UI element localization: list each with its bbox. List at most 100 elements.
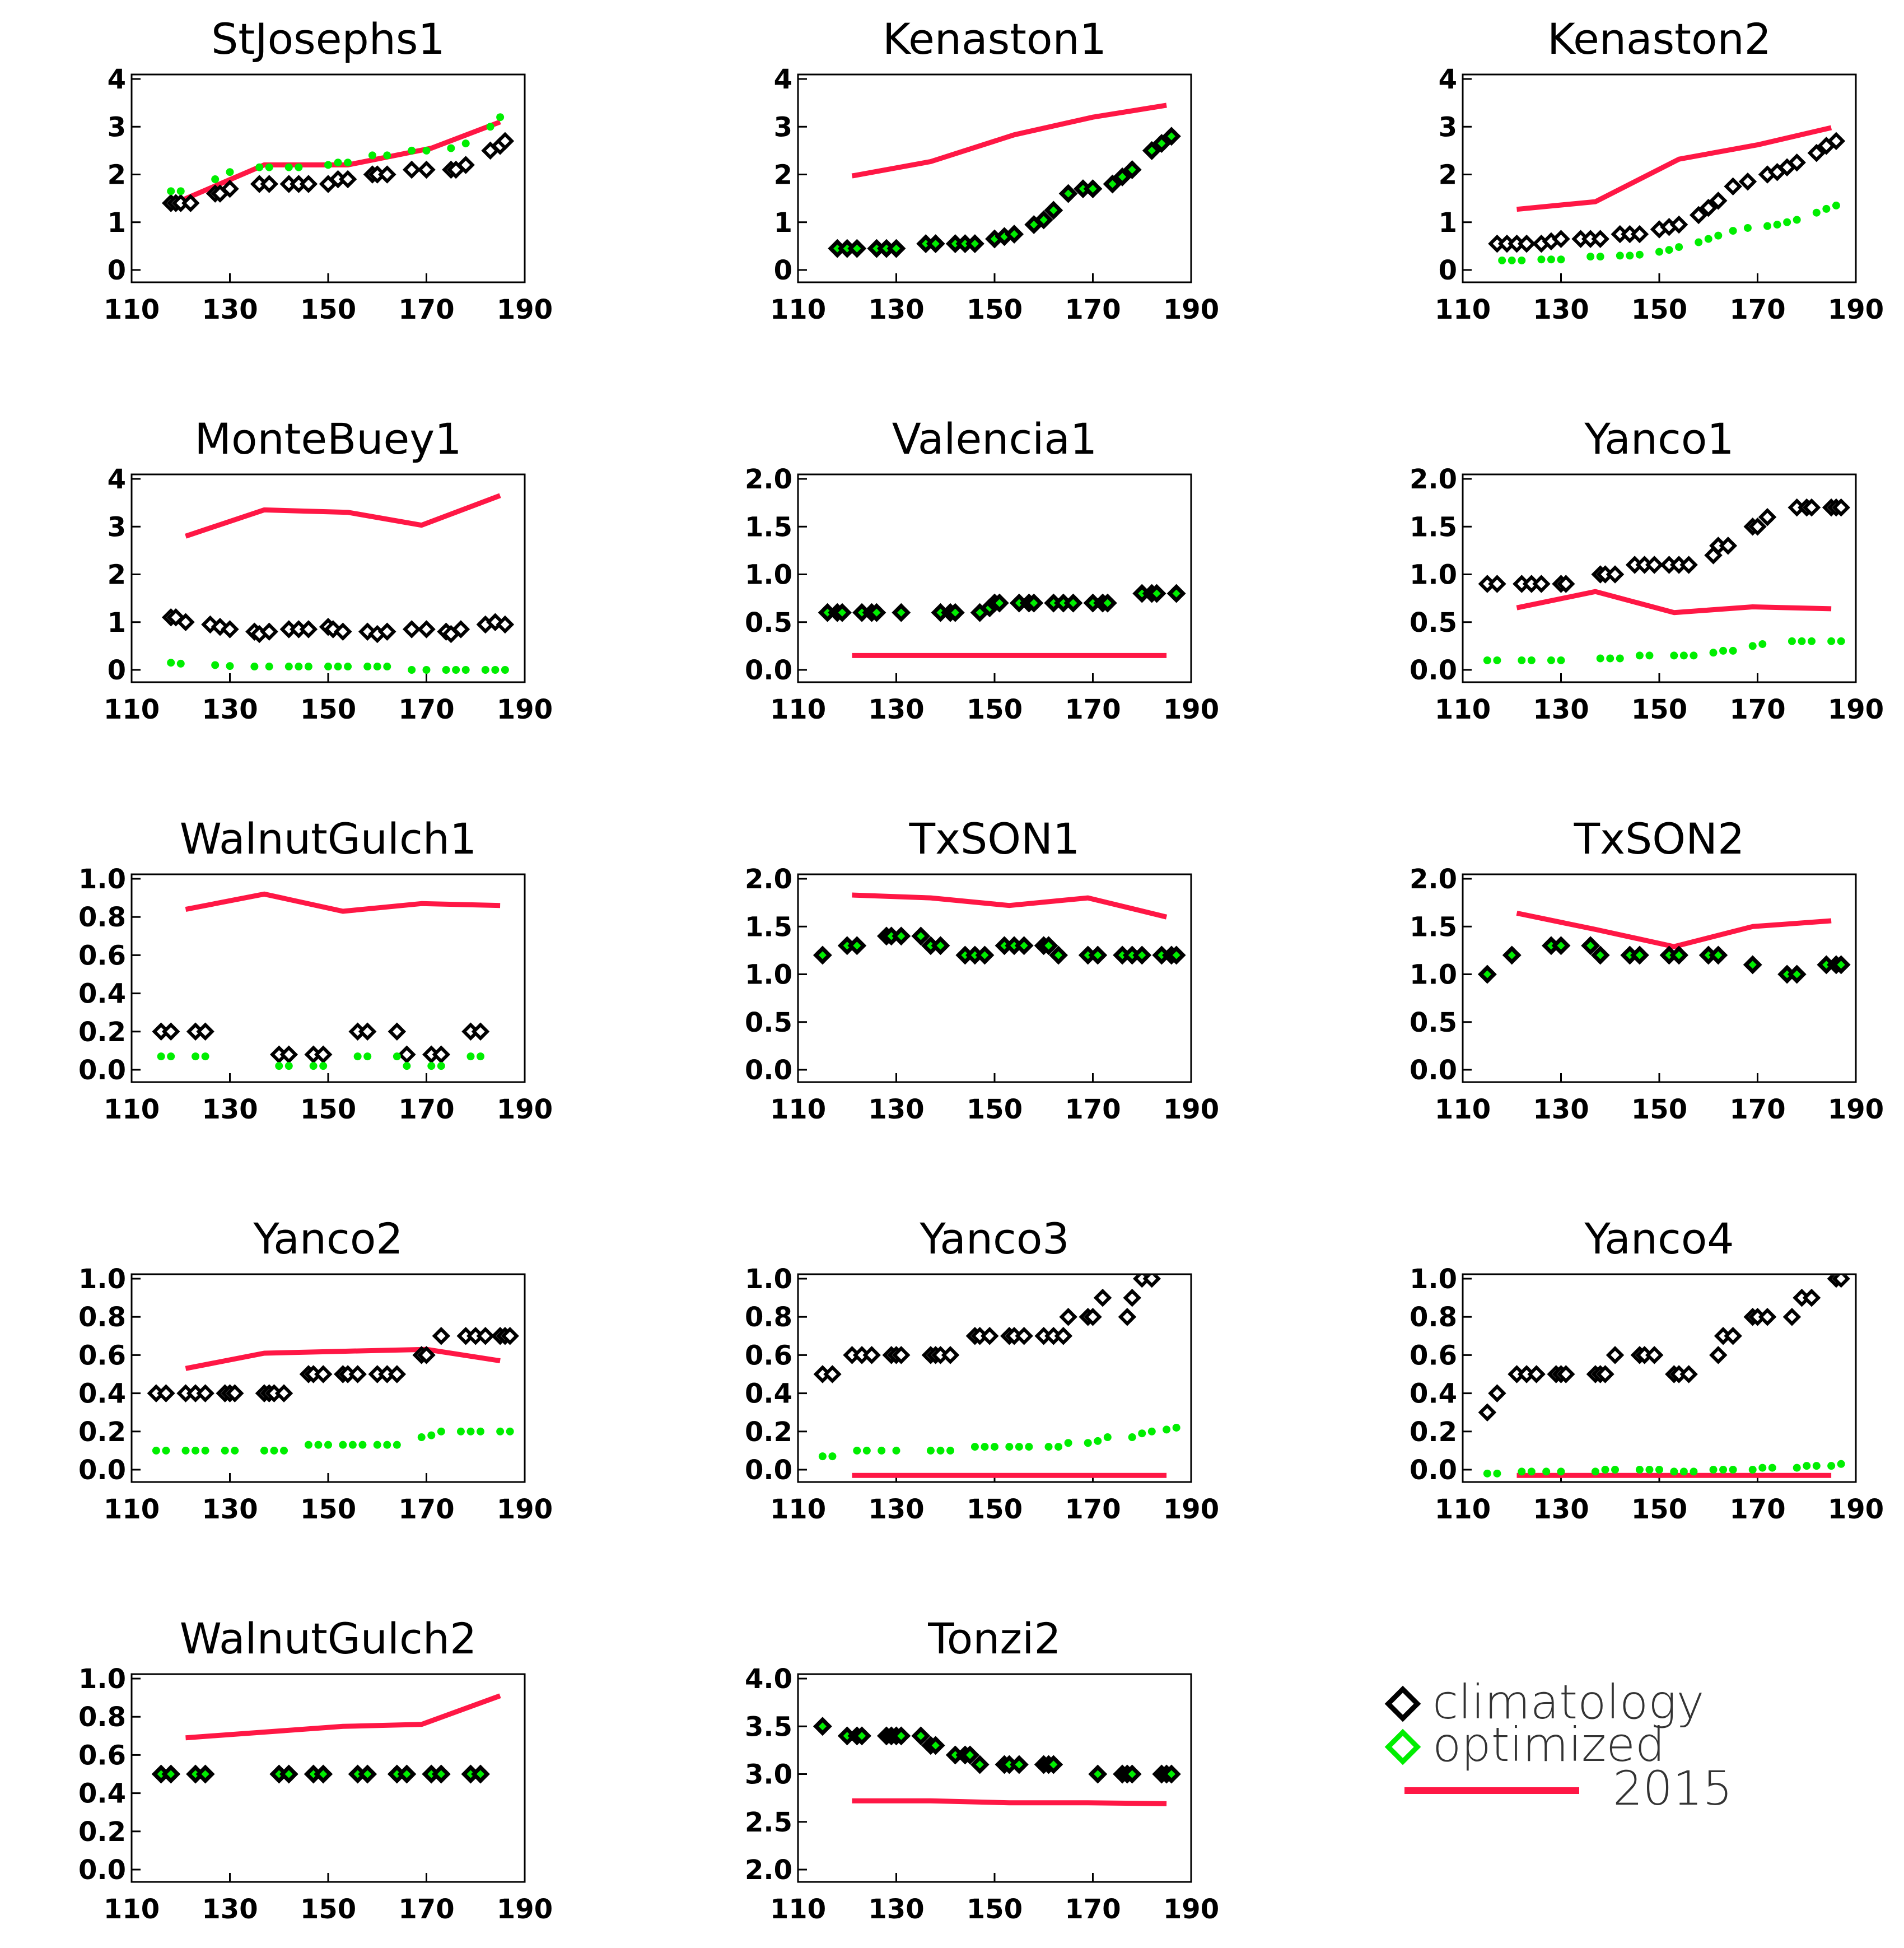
optimized-point	[437, 1062, 445, 1070]
climatology-optimized-point	[847, 239, 867, 258]
climatology-point	[1557, 575, 1575, 593]
optimized-point	[1616, 654, 1624, 663]
optimized-point	[211, 661, 220, 669]
climatology-optimized-point	[1161, 127, 1181, 146]
panel-tonzi2: Tonzi2 110 130 150 170 190 2.0 2.5 3.0 3.5 4.0	[745, 1614, 1219, 1925]
climatology-optimized-point	[1103, 174, 1122, 194]
climatology-point	[496, 615, 515, 634]
legend-climatology: climatology	[1384, 1675, 1704, 1730]
optimized-point	[1690, 1467, 1698, 1476]
climatology-point	[456, 156, 475, 174]
x-tick-label: 110	[104, 294, 160, 325]
climatology-optimized-point	[847, 936, 867, 956]
climatology-point	[823, 1365, 842, 1383]
climatology-optimized-point	[926, 1736, 945, 1755]
climatology-point	[314, 1365, 333, 1383]
x-tick-label: 110	[104, 694, 160, 725]
optimized-point	[1172, 1423, 1180, 1432]
optimized-point	[1054, 1443, 1063, 1451]
climatology-point	[1488, 575, 1506, 593]
y-tick-label: 0.2	[78, 1017, 126, 1048]
optimized-point	[192, 1052, 200, 1061]
climatology-point	[1118, 1307, 1137, 1326]
optimized-point	[255, 163, 264, 171]
climatology-point	[1802, 1288, 1821, 1307]
x-tick-label: 110	[1435, 1494, 1491, 1525]
optimized-point	[408, 666, 416, 674]
y-tick-label: 0.4	[78, 978, 126, 1010]
climatology-point	[1719, 537, 1738, 555]
climatology-point	[1748, 518, 1767, 536]
optimized-point	[1690, 651, 1698, 660]
climatology-optimized-point	[471, 1764, 490, 1784]
optimized-point	[270, 1446, 278, 1455]
optimized-point	[1084, 1439, 1092, 1447]
climatology-optimized-point	[990, 593, 1009, 613]
panel-title: Yanco2	[253, 1214, 403, 1264]
panel-title: WalnutGulch1	[180, 814, 477, 864]
x-tick-label: 130	[202, 694, 258, 725]
optimized-point	[1793, 1464, 1801, 1472]
panel-kenaston1: Kenaston1 110 130 150 170 190 0 1 2 3 4	[770, 14, 1219, 325]
panel-title: Yanco3	[919, 1214, 1069, 1264]
optimized-point	[1606, 654, 1614, 663]
optimized-point	[892, 1446, 900, 1455]
optimized-point	[373, 663, 381, 671]
y-tick-label: 2	[108, 160, 126, 191]
optimized-point	[1827, 1462, 1836, 1470]
climatology-optimized-point	[1122, 1764, 1142, 1784]
climatology-point	[1709, 1346, 1728, 1364]
optimized-point	[167, 1052, 175, 1061]
y-tick-label: 1.0	[1410, 560, 1457, 591]
climatology-point	[1689, 206, 1708, 225]
x-tick-label: 130	[868, 294, 924, 325]
legend: climatology optimized 2015	[1384, 1675, 1733, 1816]
y-tick-label: 1.0	[1410, 959, 1457, 991]
optimized-point	[1518, 656, 1526, 664]
climatology-point	[451, 620, 470, 639]
optimized-point	[1064, 1439, 1072, 1447]
plot-area	[1488, 125, 1846, 264]
climatology-point	[1758, 1307, 1777, 1326]
legend-climatology-label: climatology	[1432, 1675, 1704, 1730]
x-tick-label: 190	[1163, 1894, 1219, 1925]
x-tick-label: 110	[1435, 294, 1491, 325]
optimized-point	[853, 1446, 861, 1455]
optimized-point	[344, 663, 352, 671]
optimized-point	[1025, 1443, 1033, 1451]
panel-stjosephs1: StJosephs1 110 130 150 170 190 0 1 2 3 4	[104, 14, 553, 325]
climatology-point	[1557, 1365, 1575, 1383]
climatology-optimized-point	[926, 234, 945, 254]
series-2015-line	[185, 891, 501, 914]
y-tick-label: 1	[108, 607, 126, 639]
climatology-optimized-point	[911, 1726, 931, 1746]
x-tick-label: 130	[202, 1494, 258, 1525]
x-tick-label: 150	[300, 294, 356, 325]
optimized-point	[1748, 1466, 1757, 1474]
optimized-point	[1773, 221, 1781, 229]
optimized-point	[1005, 1443, 1014, 1451]
series-2015-line	[852, 892, 1168, 920]
plot-area	[161, 493, 515, 674]
optimized-point	[936, 1446, 945, 1455]
optimized-point	[1655, 248, 1663, 256]
x-tick-label: 150	[1631, 1494, 1687, 1525]
climatology-point	[1669, 215, 1688, 234]
optimized-point	[1837, 1460, 1845, 1468]
optimized-point	[324, 663, 332, 671]
x-tick-label: 110	[104, 1894, 160, 1925]
climatology-point	[378, 622, 396, 641]
climatology-point	[1084, 1307, 1102, 1326]
y-tick-label: 1.0	[745, 1264, 792, 1295]
climatology-optimized-point	[892, 926, 911, 946]
optimized-point	[1493, 656, 1501, 664]
climatology-point	[1724, 1327, 1742, 1345]
panel-kenaston2: Kenaston2 110 130 150 170 190 0 1 2 3 4	[1435, 14, 1884, 325]
optimized-point	[486, 123, 494, 131]
optimized-point	[295, 663, 303, 671]
y-tick-label: 1.5	[1410, 511, 1457, 543]
optimized-point	[1812, 208, 1821, 217]
x-tick-label: 190	[1163, 1494, 1219, 1525]
y-tick-label: 3	[774, 111, 792, 143]
y-tick-label: 2.0	[1410, 464, 1457, 495]
